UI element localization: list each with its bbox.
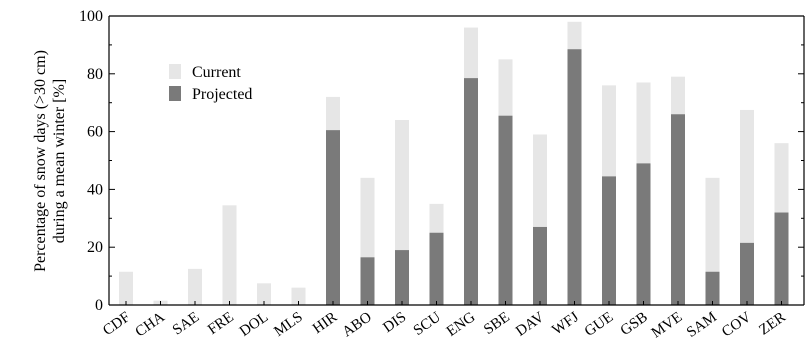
x-tick-label: DIS	[380, 309, 409, 336]
bar-current	[257, 283, 271, 305]
bar-projected	[533, 226, 547, 305]
bar-projected	[567, 49, 582, 305]
x-tick-label: MVE	[649, 309, 685, 341]
legend-label: Projected	[192, 86, 252, 103]
x-tick-label: CDF	[100, 309, 133, 339]
x-tick-label: HIR	[310, 309, 340, 337]
y-tick-label: 0	[95, 297, 103, 314]
legend-swatch	[169, 86, 181, 101]
bar-projected	[498, 115, 513, 305]
legend-label: Current	[192, 64, 241, 81]
x-tick-label: GUE	[582, 309, 616, 340]
bar-projected	[602, 176, 616, 305]
bar-projected	[671, 114, 685, 305]
x-tick-label: SBE	[481, 309, 513, 338]
y-tick-label: 40	[87, 181, 103, 198]
x-tick-label: COV	[719, 309, 754, 340]
bar-current	[291, 287, 306, 305]
x-tick-label: WFJ	[549, 309, 582, 338]
y-axis-label-line-1: Percentage of snow days (>30 cm)	[32, 50, 49, 272]
x-tick-label: CHA	[133, 309, 168, 340]
bar-current	[222, 205, 237, 305]
x-tick-label: ZER	[756, 309, 788, 338]
bar-projected	[464, 78, 478, 305]
x-tick-label: DOL	[237, 309, 271, 340]
bar-projected	[395, 250, 409, 305]
x-tick-label: ABO	[340, 309, 375, 340]
bar-projected	[636, 163, 651, 305]
bar-projected	[360, 257, 375, 305]
x-tick-label: GSB	[618, 309, 651, 339]
y-tick-label: 80	[87, 66, 103, 83]
bar-projected	[429, 232, 444, 305]
bar-projected	[774, 212, 789, 305]
x-tick-labels: CDF CHA SAE FRE DOL MLS HIR ABO DIS SCU ENG SBE DAV W…	[100, 309, 789, 341]
bar-current	[188, 268, 202, 305]
x-tick-label: FRE	[205, 309, 237, 338]
y-tick-label: 20	[87, 239, 103, 256]
y-axis-label-line-2: during a mean winter [%]	[51, 79, 68, 243]
x-tick-label: SAM	[684, 309, 720, 341]
x-tick-label: ENG	[444, 309, 479, 340]
bar-projected	[740, 242, 754, 305]
legend-swatch	[169, 64, 181, 79]
bar-projected	[705, 271, 720, 305]
x-tick-label: DAV	[513, 309, 547, 340]
y-axis-label: Percentage of snow days (>30 cm) during …	[32, 50, 68, 272]
x-tick-label: SAE	[170, 309, 202, 338]
bar-current	[119, 271, 133, 305]
bars-layer	[119, 21, 789, 306]
x-tick-label: SCU	[411, 309, 444, 339]
legend: Current Projected	[169, 64, 252, 103]
axes-layer	[108, 15, 805, 306]
y-tick-label: 60	[87, 124, 103, 141]
y-tick-label: 100	[79, 8, 103, 25]
y-tick-labels: 0 20 40 60 80 100	[79, 8, 103, 314]
x-tick-label: MLS	[271, 309, 305, 340]
bar-projected	[326, 130, 340, 305]
